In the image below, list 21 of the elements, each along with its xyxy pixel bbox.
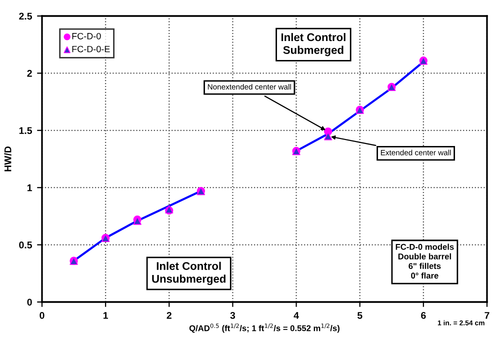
text: Q/AD$^{0.5}$ (ft$^{1/2}$/s; 1 ft$^{1/2}$/s = 0.552 m$^{1/2}$/s) (189, 324, 340, 333)
x-tick-label: 1 (103, 312, 108, 319)
x-tick-label: 4 (294, 312, 299, 319)
x-tick-label: 5 (357, 312, 362, 319)
y-tick-label: 2 (27, 70, 32, 77)
legend-label: FC-D-0 (72, 32, 101, 40)
annotation: Inlet Control Unsubmerged (152, 262, 226, 285)
annotation: FC-D-0 models Double barrel 6" fillets 0° flare (396, 244, 454, 279)
annotation: Inlet Control Submerged (281, 33, 346, 56)
x-tick-label: 0 (40, 312, 44, 319)
x-tick-label: 7 (484, 312, 490, 319)
y-tick-label: 0.5 (19, 242, 32, 248)
y-axis-title: HW/D (4, 146, 12, 172)
y-tick-label: 2.5 (19, 12, 32, 20)
x-tick-label: 6 (421, 312, 426, 319)
y-tick-label: 1.5 (19, 127, 32, 134)
x-tick-label: 3 (230, 312, 236, 319)
y-tick-label: 0 (27, 298, 32, 306)
y-tick-label: 1 (27, 184, 32, 192)
x-tick-label: 2 (166, 312, 172, 319)
legend-label: FC-D-0-E (72, 46, 110, 52)
